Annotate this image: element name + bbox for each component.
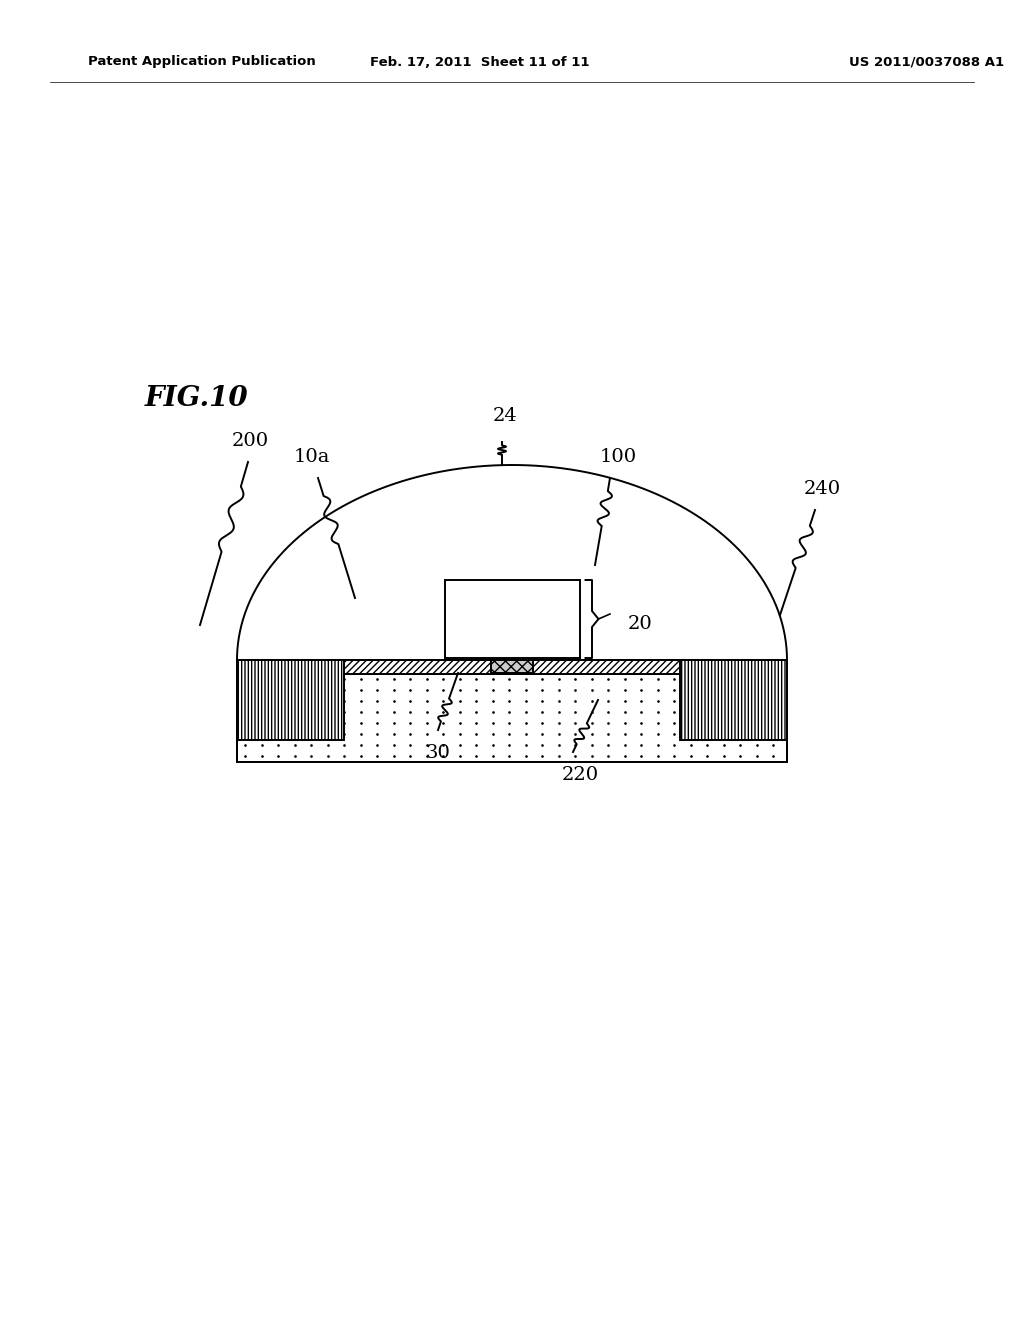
Text: FIG.10: FIG.10 <box>145 385 249 412</box>
Bar <box>490 660 534 673</box>
Text: Patent Application Publication: Patent Application Publication <box>88 55 315 69</box>
Bar <box>237 675 787 762</box>
Text: 240: 240 <box>804 480 841 498</box>
Bar <box>237 675 787 762</box>
Bar <box>237 660 787 675</box>
Bar <box>680 660 787 741</box>
Text: 220: 220 <box>561 766 599 784</box>
Text: 30: 30 <box>426 744 451 762</box>
Text: 100: 100 <box>599 447 637 466</box>
Text: 200: 200 <box>231 432 268 450</box>
Bar <box>444 579 580 657</box>
Text: 20: 20 <box>628 615 652 634</box>
Bar <box>237 660 344 741</box>
Text: US 2011/0037088 A1: US 2011/0037088 A1 <box>849 55 1004 69</box>
Text: Feb. 17, 2011  Sheet 11 of 11: Feb. 17, 2011 Sheet 11 of 11 <box>370 55 590 69</box>
Text: 10a: 10a <box>294 447 330 466</box>
Text: 24: 24 <box>493 407 517 425</box>
